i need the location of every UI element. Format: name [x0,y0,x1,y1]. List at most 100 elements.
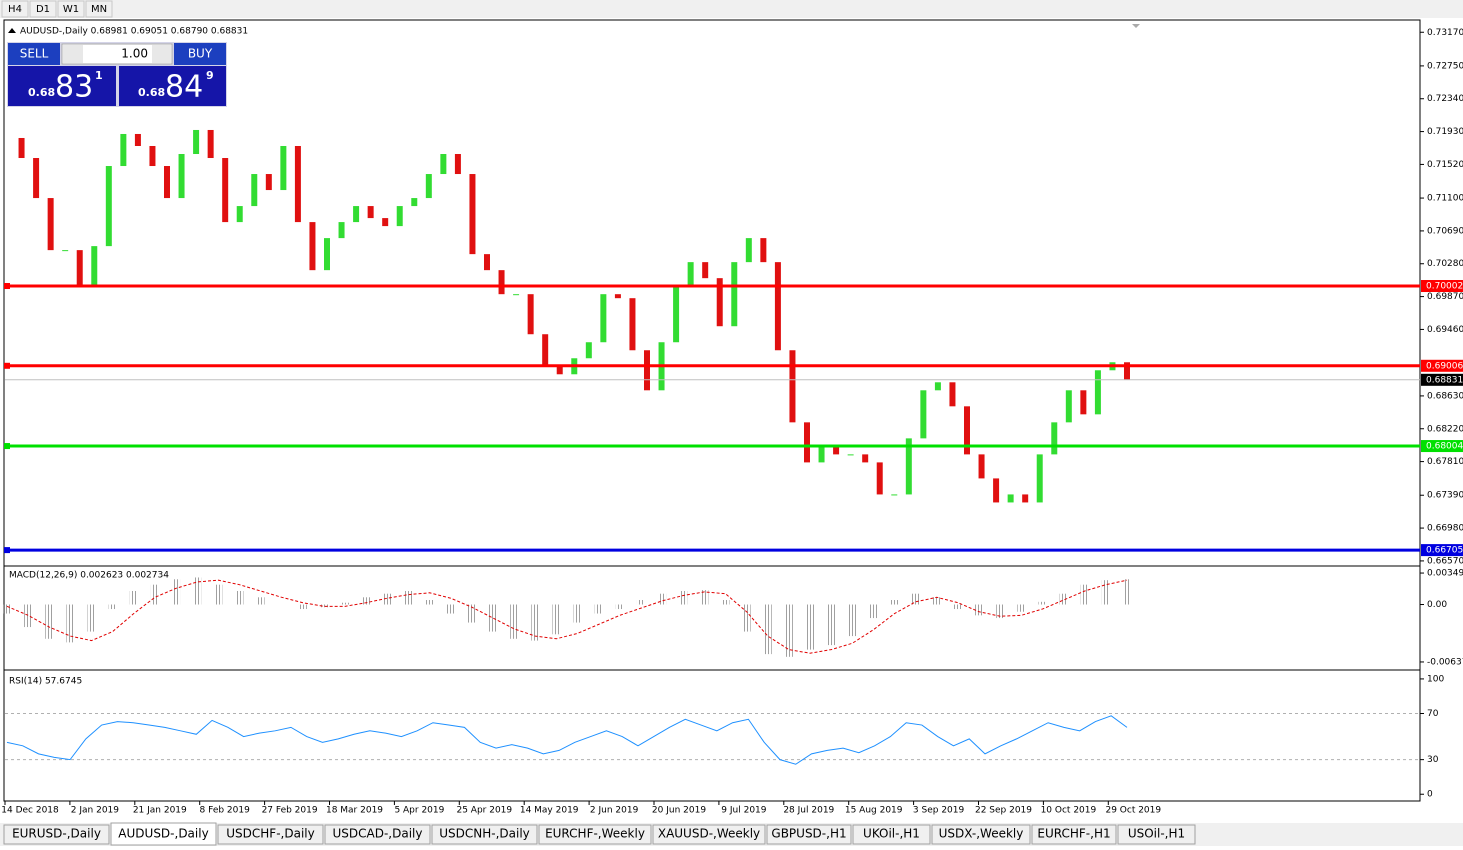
tab-label[interactable]: EURCHF-,Weekly [545,827,645,841]
candle [193,129,200,155]
macd-bar [150,584,159,605]
date-label: 3 Sep 2019 [913,806,965,816]
tab[interactable] [3,824,110,845]
timeframe-label[interactable]: H4 [8,4,22,15]
tab[interactable] [766,824,852,845]
sell-button[interactable] [8,43,60,65]
buy-label[interactable]: BUY [188,47,213,61]
macd-bar [319,604,328,608]
lot-field[interactable] [61,43,173,65]
macd-bar [953,604,962,610]
timeframe-label[interactable]: D1 [36,4,50,15]
tab[interactable] [1031,824,1117,845]
macd-bar [1038,601,1047,605]
macd-bar [996,604,1005,619]
tab-label[interactable]: UKOil-,H1 [863,827,920,841]
ask-big: 84 [165,70,203,105]
tab[interactable] [110,822,217,846]
macd-bar [108,604,117,610]
y-tick-label: 0.70280 [1427,259,1463,269]
tab[interactable] [431,824,538,845]
buy-button[interactable] [174,43,226,65]
macd-bar [700,590,709,605]
tab-label[interactable]: USOil-,H1 [1128,827,1185,841]
level-handle [4,283,10,290]
tab[interactable] [324,824,431,845]
date-label: 10 Oct 2019 [1041,806,1097,816]
timeframe-button[interactable] [29,0,57,18]
candle [993,478,1000,503]
lot-value[interactable]: 1.00 [121,47,148,61]
rsi-tick-label: 0 [1427,790,1433,800]
candle [134,133,141,146]
candle [891,494,898,496]
lot-up[interactable] [152,45,171,63]
sell-label[interactable]: SELL [20,47,49,61]
tab-label[interactable]: XAUUSD-,Weekly [658,827,760,841]
macd-tick-label: 0.00349 [1427,569,1463,579]
tab-label[interactable]: USDCHF-,Daily [226,827,314,841]
tab-label[interactable]: AUDUSD-,Daily [118,827,208,841]
candle [542,334,549,367]
candle [1051,422,1058,455]
macd-bar [552,604,561,635]
level-handle [4,362,10,369]
candle [382,218,389,227]
chart-frame [3,19,1421,802]
macd-bar [45,604,54,639]
y-tick-label: 0.66570 [1427,556,1463,566]
tab[interactable] [852,824,931,845]
macd-bar [3,604,11,614]
macd-bar [911,593,920,605]
trade-panel: SELL 1.00 BUY 0.68 83 1 0.68 84 9 [7,42,227,107]
ask-box[interactable] [119,66,226,106]
timeframe-button[interactable] [57,0,85,18]
candle [847,454,854,456]
tab-label[interactable]: USDCAD-,Daily [333,827,423,841]
candle [1124,362,1130,380]
macd-tick-label: 0.00 [1427,600,1447,610]
tab-label[interactable]: USDX-,Weekly [939,827,1024,841]
macd-bar [129,590,138,605]
timeframe-button[interactable] [1,0,29,18]
date-label: 5 Apr 2019 [394,806,444,816]
candle [978,454,985,479]
candle [440,154,447,175]
tab[interactable] [538,824,652,845]
bid-box[interactable] [8,66,116,106]
timeframe-label[interactable]: W1 [63,4,79,15]
macd-bar [679,590,688,605]
ask-prefix: 0.68 [138,86,165,99]
tab[interactable] [1117,824,1196,845]
y-tick-label: 0.68630 [1427,391,1463,401]
macd-signal [6,579,1128,654]
level-label-bg [1421,440,1463,453]
level-label-bg [1421,280,1463,293]
tab-label[interactable]: EURUSD-,Daily [12,827,101,841]
macd-bar [615,604,624,610]
candle [920,390,927,439]
date-label: 14 May 2019 [520,806,579,816]
timeframe-label[interactable]: MN [91,4,107,15]
candle [76,250,83,287]
tab[interactable] [931,824,1031,845]
y-tick-label: 0.73170 [1427,28,1463,38]
tab-label[interactable]: GBPUSD-,H1 [771,827,846,841]
candle [353,206,360,223]
macd-bar [404,590,413,605]
rsi-label: RSI(14) 57.6745 [9,677,82,687]
y-tick-label: 0.71100 [1427,194,1463,204]
tab[interactable] [652,824,766,845]
tab-label[interactable]: EURCHF-,H1 [1037,827,1110,841]
macd-bar [172,579,181,605]
candle [469,174,476,255]
tab[interactable] [217,824,324,845]
candle [964,406,970,455]
macd-bar [1101,580,1110,605]
rsi-tick-label: 70 [1427,709,1439,719]
lot-down[interactable] [63,45,83,63]
tab-label[interactable]: USDCNH-,Daily [439,827,530,841]
candle [309,222,316,271]
macd-bar [446,604,455,614]
timeframe-button[interactable] [85,0,113,18]
